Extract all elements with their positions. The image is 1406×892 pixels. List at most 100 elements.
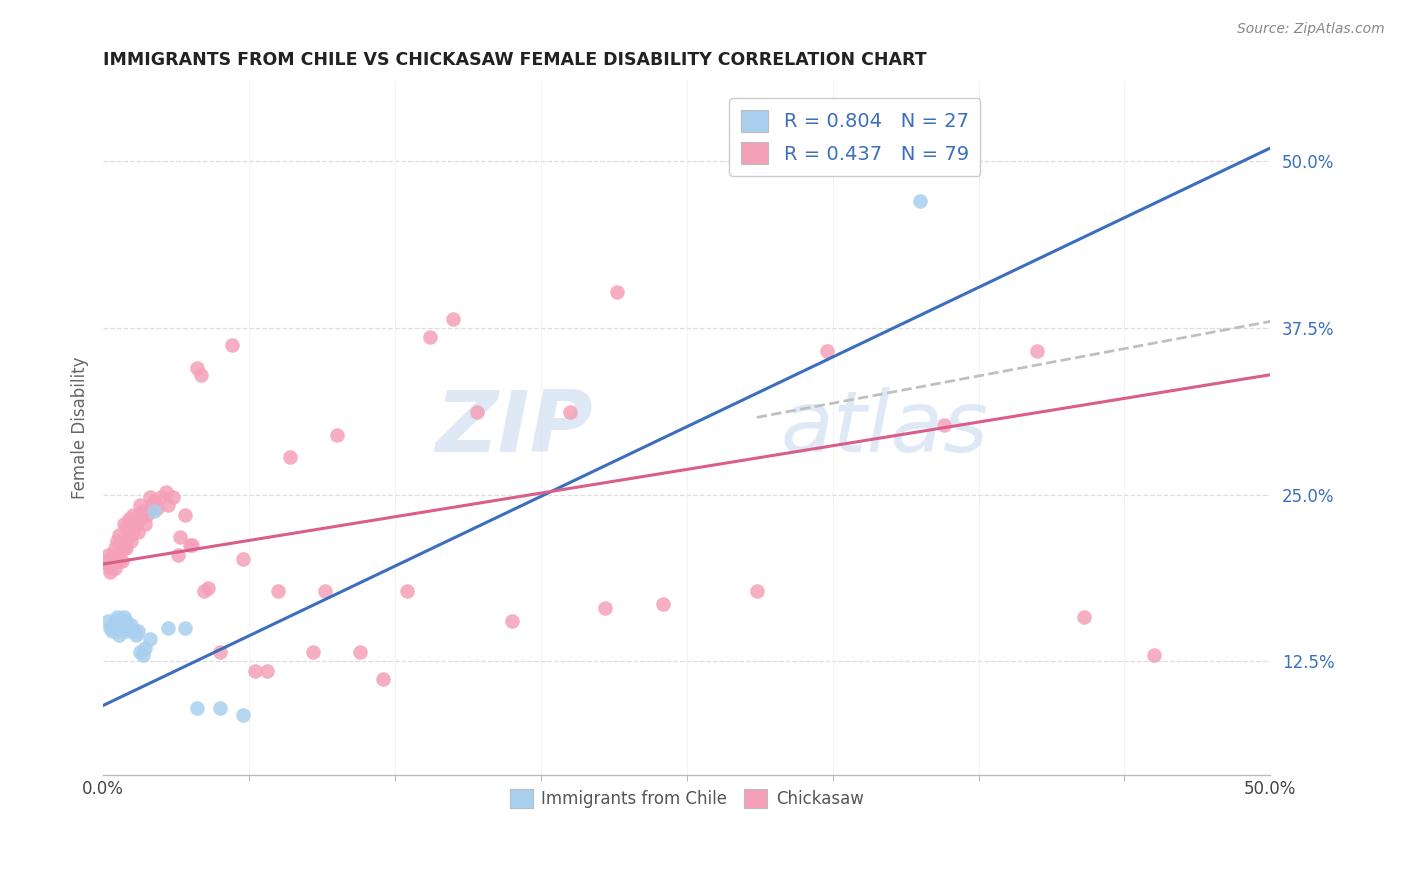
Point [125,517,148,532]
Point [118,621,141,635]
Point [155,485,177,500]
Point [256,664,278,678]
Point [221,338,243,352]
Point [115,521,138,535]
Point [208,701,231,715]
Point [101,548,124,562]
Point [908,194,931,209]
Point [132,504,155,518]
Point [108,528,131,542]
Point [139,491,162,505]
Point [134,641,156,656]
Point [197,581,219,595]
Point [141,499,163,513]
Point [208,645,231,659]
Point [278,450,301,465]
Point [105,548,128,562]
Point [143,504,166,518]
Point [606,285,628,299]
Point [98,621,121,635]
Point [129,512,152,526]
Point [179,538,201,552]
Point [98,551,121,566]
Point [157,499,180,513]
Point [173,621,195,635]
Point [395,583,418,598]
Point [349,645,371,659]
Point [267,583,290,598]
Point [190,368,212,382]
Point [157,621,180,635]
Point [243,664,266,678]
Point [166,548,188,562]
Point [419,330,441,344]
Point [501,615,523,629]
Point [232,707,254,722]
Y-axis label: Female Disability: Female Disability [72,357,89,500]
Point [104,541,127,555]
Point [115,615,138,629]
Point [134,517,156,532]
Text: IMMIGRANTS FROM CHILE VS CHICKASAW FEMALE DISABILITY CORRELATION CHART: IMMIGRANTS FROM CHILE VS CHICKASAW FEMAL… [103,51,927,69]
Point [745,583,768,598]
Point [193,583,215,598]
Point [186,701,208,715]
Point [136,508,159,522]
Point [112,517,135,532]
Point [97,548,120,562]
Point [122,624,145,638]
Point [1025,343,1047,358]
Point [129,499,152,513]
Point [105,610,128,624]
Point [108,554,131,568]
Point [98,561,121,575]
Point [112,610,135,624]
Point [125,628,148,642]
Point [122,508,145,522]
Point [1142,648,1164,662]
Point [94,554,117,568]
Point [652,597,675,611]
Point [815,343,838,358]
Text: atlas: atlas [780,386,988,469]
Point [122,525,145,540]
Text: Source: ZipAtlas.com: Source: ZipAtlas.com [1237,22,1385,37]
Point [115,624,138,638]
Point [465,405,488,419]
Point [108,628,131,642]
Point [932,418,955,433]
Point [325,427,347,442]
Point [112,541,135,555]
Point [97,615,120,629]
Point [120,534,142,549]
Point [180,538,202,552]
Point [104,548,127,562]
Point [139,632,162,646]
Point [104,561,127,575]
Point [146,501,169,516]
Point [129,645,152,659]
Point [127,624,149,638]
Point [173,508,195,522]
Point [105,534,128,549]
Text: ZIP: ZIP [436,386,593,469]
Point [186,361,208,376]
Point [111,554,134,568]
Point [150,491,173,505]
Point [98,565,121,579]
Point [127,525,149,540]
Point [104,615,127,629]
Point [97,557,120,571]
Point [162,491,184,505]
Point [111,618,134,632]
Point [101,557,124,571]
Point [118,531,141,545]
Point [120,517,142,532]
Point [558,405,581,419]
Point [373,672,395,686]
Point [232,551,254,566]
Point [105,624,128,638]
Point [314,583,336,598]
Point [115,541,138,555]
Point [441,311,464,326]
